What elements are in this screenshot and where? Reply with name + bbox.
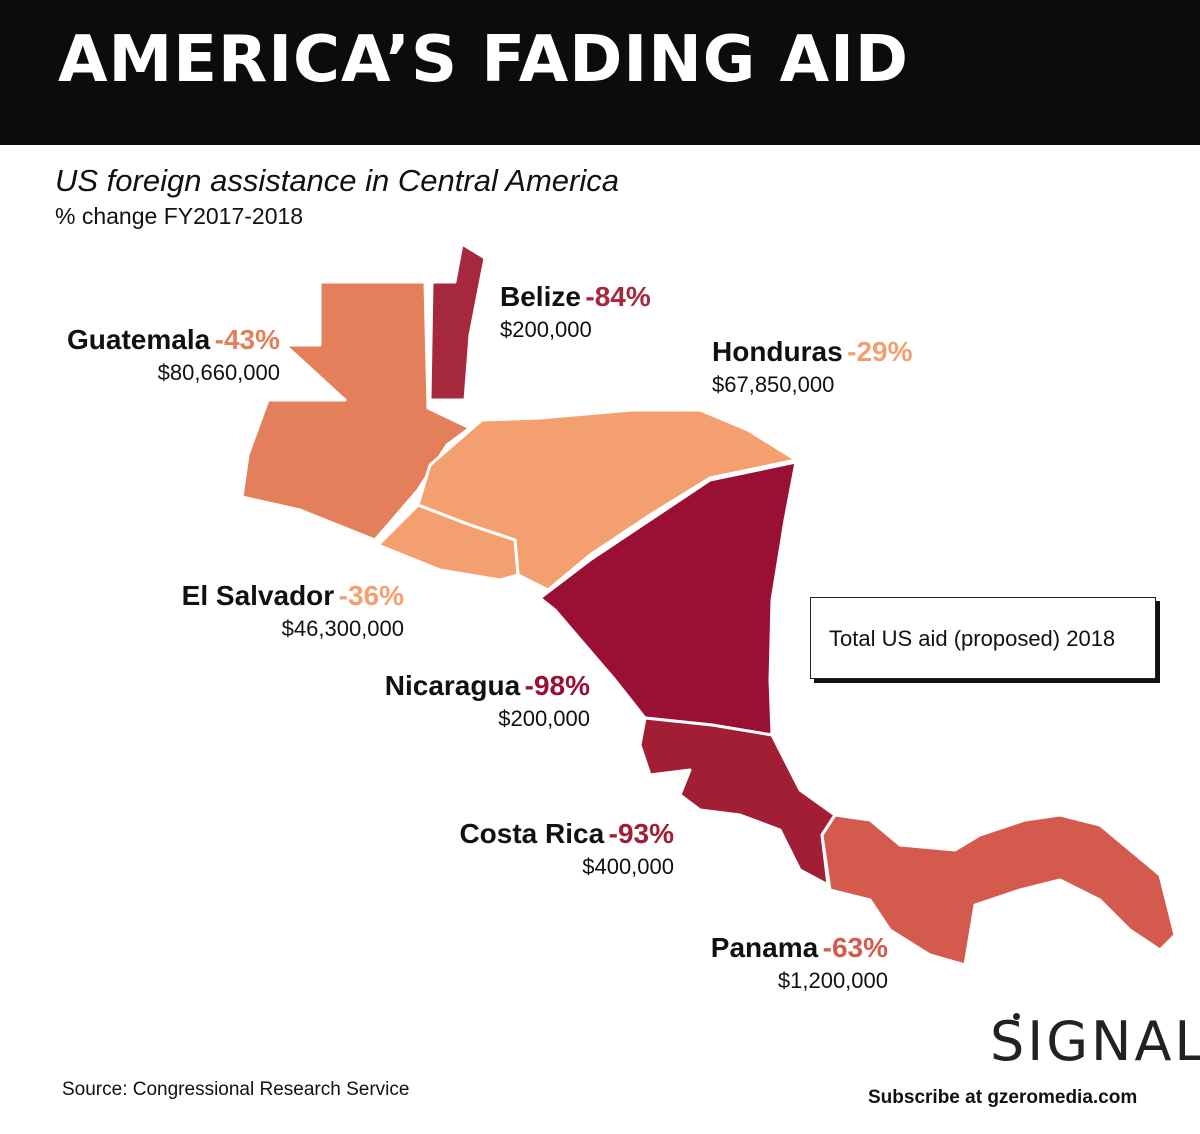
country-shape-belize xyxy=(428,242,487,402)
country-shape-panama xyxy=(820,813,1177,967)
signal-logo: SIGNAL xyxy=(990,1010,1200,1073)
logo-dot-icon xyxy=(1013,1013,1020,1020)
country-change: -29% xyxy=(847,336,913,367)
label-panama: Panama -63% $1,200,000 xyxy=(711,934,888,992)
country-change: -36% xyxy=(338,580,404,611)
country-change: -43% xyxy=(214,324,280,355)
country-aid: $200,000 xyxy=(500,317,592,342)
country-aid: $400,000 xyxy=(582,854,674,879)
country-shape-nicaragua xyxy=(538,460,798,737)
label-el-salvador: El Salvador -36% $46,300,000 xyxy=(182,582,404,640)
page-title: AMERICA’S FADING AID xyxy=(58,23,910,97)
label-guatemala: Guatemala -43% $80,660,000 xyxy=(67,326,280,384)
country-change: -84% xyxy=(585,281,651,312)
country-shape-guatemala xyxy=(240,280,472,542)
country-change: -63% xyxy=(822,932,888,963)
country-name: Nicaragua xyxy=(384,670,521,701)
country-shape-el-salvador xyxy=(376,503,520,582)
subtitle: US foreign assistance in Central America xyxy=(55,163,619,198)
country-name: Belize xyxy=(500,281,581,312)
source-note: Source: Congressional Research Service xyxy=(62,1079,410,1100)
country-name: Honduras xyxy=(712,336,843,367)
title-banner: AMERICA’S FADING AID xyxy=(0,0,1200,145)
country-name: El Salvador xyxy=(181,580,335,611)
subnote: % change FY2017-2018 xyxy=(55,203,304,229)
label-honduras: Honduras -29% $67,850,000 xyxy=(712,338,913,396)
subscribe-link[interactable]: Subscribe at gzeromedia.com xyxy=(868,1087,1138,1108)
country-aid: $67,850,000 xyxy=(712,372,835,397)
country-aid: $1,200,000 xyxy=(777,968,888,993)
legend-box: Total US aid (proposed) 2018 xyxy=(810,597,1156,679)
country-aid: $46,300,000 xyxy=(281,616,404,641)
country-aid: $80,660,000 xyxy=(157,360,280,385)
label-costa-rica: Costa Rica -93% $400,000 xyxy=(459,820,674,878)
country-name: Guatemala xyxy=(67,324,211,355)
country-change: -98% xyxy=(524,670,590,701)
country-name: Costa Rica xyxy=(459,818,605,849)
label-nicaragua: Nicaragua -98% $200,000 xyxy=(385,672,590,730)
country-name: Panama xyxy=(710,932,819,963)
label-belize: Belize -84% $200,000 xyxy=(500,283,651,341)
country-aid: $200,000 xyxy=(498,706,590,731)
legend-text: Total US aid (proposed) 2018 xyxy=(829,626,1116,651)
country-shape-costa-rica xyxy=(638,716,837,887)
country-change: -93% xyxy=(608,818,674,849)
